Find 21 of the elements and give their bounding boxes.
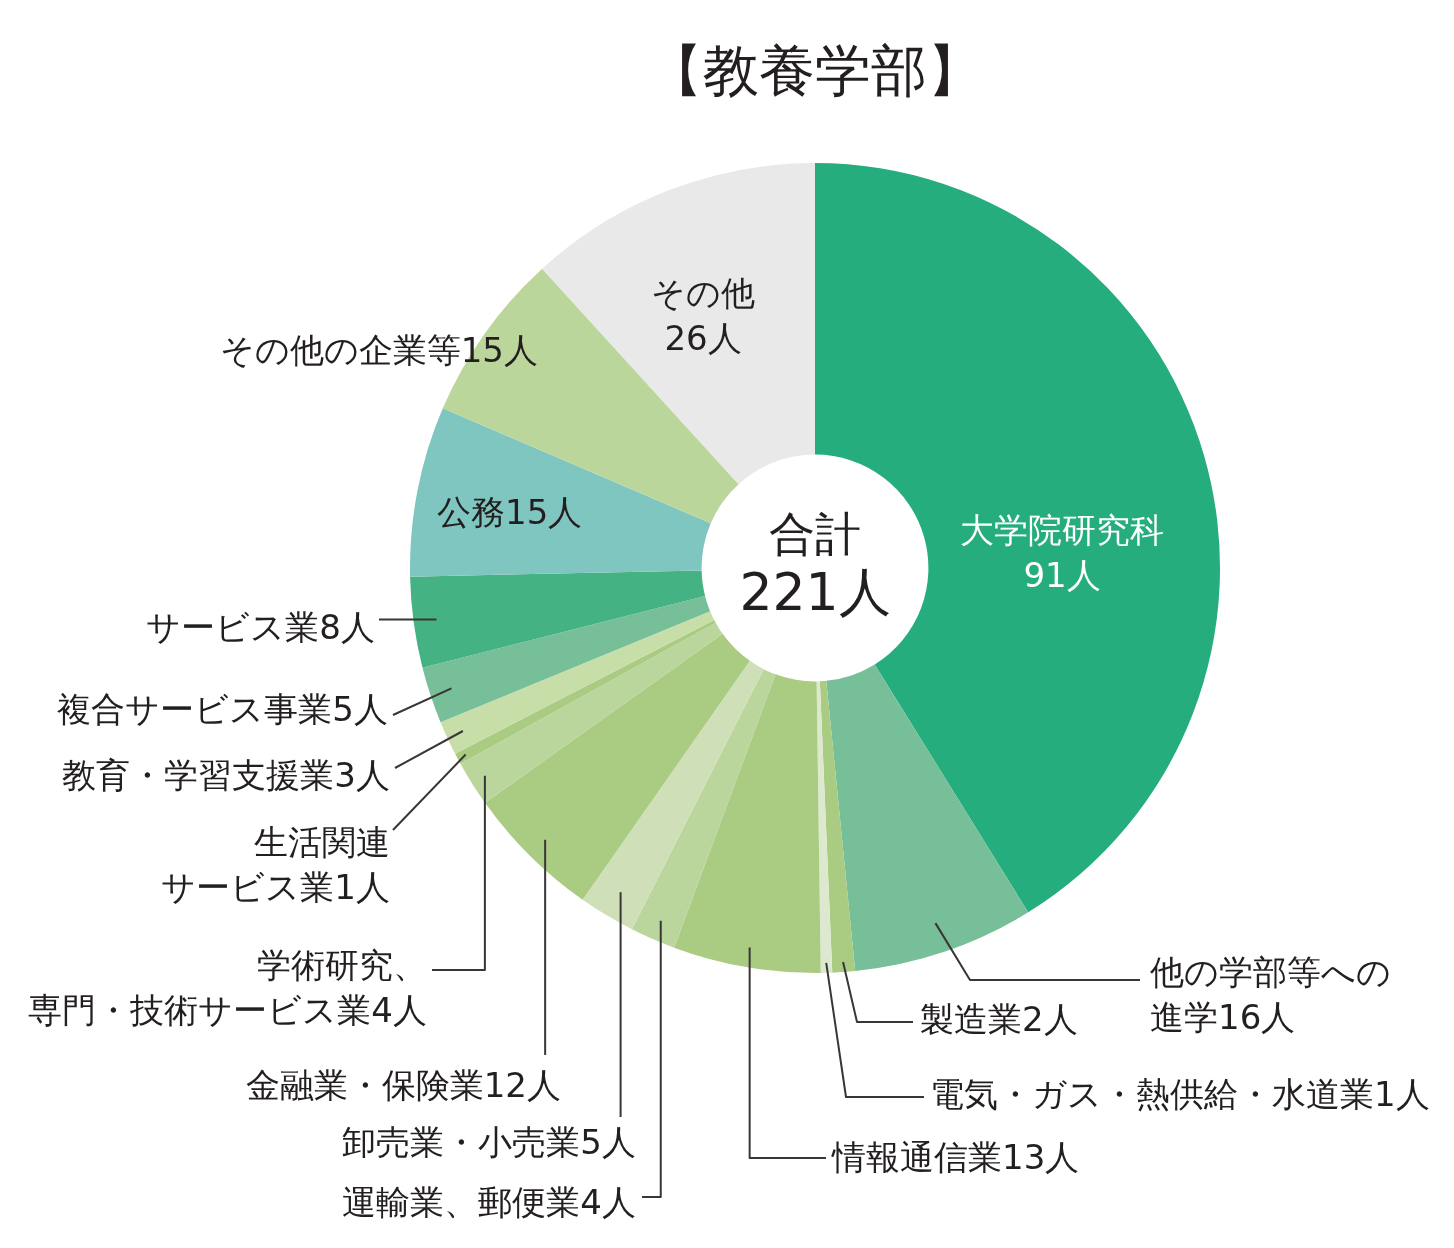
slice-label: その他の企業等15人 [219, 329, 538, 370]
slice-label: 電気・ガス・熱供給・水道業1人 [930, 1073, 1430, 1114]
slice-label: サービス業8人 [146, 606, 375, 647]
slice-label: 他の学部等への進学16人 [1150, 951, 1391, 1037]
slice-label: 生活関連サービス業1人 [161, 821, 390, 907]
slice-label: その他 [651, 272, 755, 313]
data-label: 26人 [664, 317, 742, 358]
slice-label: 製造業2人 [920, 998, 1078, 1039]
slice-label: 大学院研究科 [960, 509, 1164, 550]
text: 合計 [769, 506, 861, 561]
text: 221人 [739, 561, 891, 622]
chart-title: 【教養学部】 [647, 37, 983, 103]
slice-label: 運輸業、郵便業4人 [342, 1181, 636, 1222]
slice-label: 複合サービス事業5人 [57, 688, 388, 729]
slice-label: 学術研究、専門・技術サービス業4人 [28, 944, 427, 1030]
slice-label: 卸売業・小売業5人 [342, 1121, 636, 1162]
slice-label: 金融業・保険業12人 [245, 1064, 561, 1105]
slice-label: 情報通信業13人 [831, 1136, 1080, 1177]
slice-label: 公務15人 [437, 491, 583, 532]
data-label: 91人 [1023, 554, 1101, 595]
slice-label: 教育・学習支援業3人 [62, 754, 390, 795]
